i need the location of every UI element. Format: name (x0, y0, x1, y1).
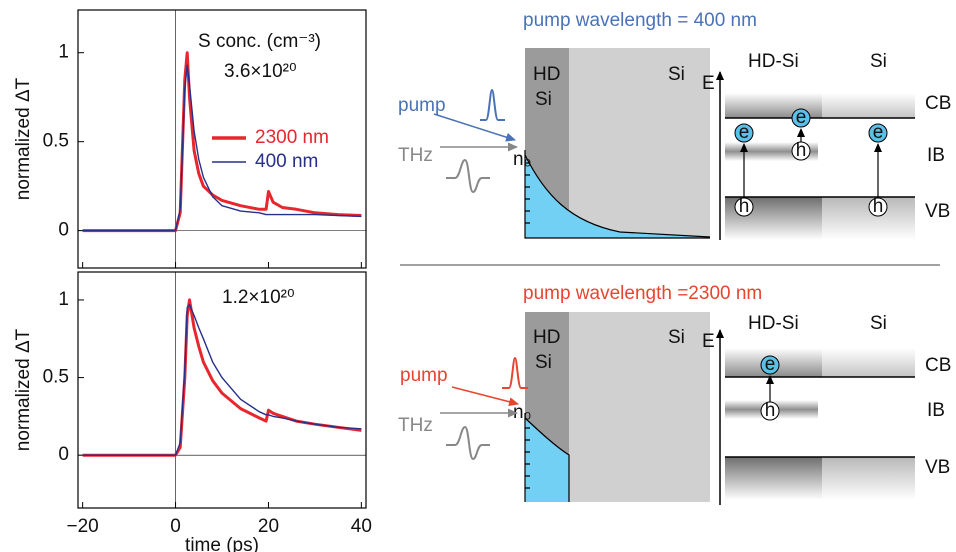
plot-frame (77, 271, 367, 509)
bulk-region (569, 48, 710, 238)
diagram: pump wavelength = 400 nm HD Si Si n₀ pum… (398, 10, 951, 240)
hole: h (791, 140, 811, 161)
carrier-curve (524, 154, 711, 238)
valence-band (822, 457, 915, 500)
hole: h (734, 196, 754, 217)
bulk-region (569, 312, 710, 502)
electron: e (734, 122, 754, 143)
diagram: pump wavelength =2300 nm HD Si Si n₀ pum… (398, 283, 951, 505)
diagram-title: pump wavelength = 400 nm (523, 10, 757, 31)
carrier-curve (524, 417, 570, 502)
region-label: Si (668, 327, 685, 348)
y-axis-label: normalized ΔT (13, 77, 34, 200)
pump-arrow (433, 113, 516, 142)
valence-band (725, 457, 822, 500)
density-label: n₀ (513, 402, 531, 423)
y-tick-label: 1 (58, 289, 69, 310)
pump-pulse (502, 356, 528, 389)
y-tick-label: 1 (58, 42, 69, 63)
region-label: Si (668, 64, 685, 85)
electron-label: e (739, 122, 750, 143)
band-label: IB (927, 400, 945, 421)
legend-label: 2300 nm (255, 127, 329, 148)
region-label: Si (535, 352, 552, 373)
profile-axis (524, 150, 710, 239)
electron: e (791, 107, 811, 128)
thz-pulse (446, 425, 490, 461)
column-label: HD-Si (748, 313, 799, 334)
column-label: Si (870, 51, 887, 72)
x-tick-label: −20 (67, 516, 99, 537)
series-line (82, 64, 362, 232)
y-tick-label: 0.5 (43, 367, 69, 388)
electron-label: e (765, 354, 776, 375)
x-axis-label: time (ps) (185, 535, 259, 552)
hole-label: h (739, 196, 750, 217)
conduction-band (822, 93, 915, 118)
hole-label: h (796, 140, 807, 161)
carrier-profile (525, 418, 569, 502)
region-label: HD (533, 327, 560, 348)
electron-label: e (873, 122, 884, 143)
conduction-band (822, 348, 915, 377)
annotation: 3.6×10²⁰ (224, 61, 297, 82)
plot-frame (77, 9, 367, 269)
hole: h (760, 400, 780, 421)
pump-label: pump (400, 365, 448, 386)
valence-band (822, 197, 915, 240)
hole-label: h (873, 196, 884, 217)
carrier-profile (525, 155, 710, 238)
legend-label: 400 nm (255, 151, 318, 172)
electron-label: e (796, 107, 807, 128)
x-tick-label: 0 (170, 516, 181, 537)
y-axis-label: normalized ΔT (13, 328, 34, 451)
pump-pulse (480, 88, 505, 121)
density-label: n₀ (513, 149, 531, 170)
y-tick-label: 0 (58, 220, 69, 241)
annotation: S conc. (cm⁻³) (198, 31, 321, 52)
x-tick-label: 20 (258, 516, 279, 537)
region-label: HD (533, 64, 560, 85)
energy-label: E (702, 73, 715, 94)
thz-pulse (446, 158, 490, 194)
band-label: VB (925, 457, 950, 478)
y-tick-label: 0.5 (43, 131, 69, 152)
electron: e (868, 122, 888, 143)
x-tick-label: 40 (351, 516, 372, 537)
electron: e (760, 354, 780, 375)
band-label: CB (925, 93, 951, 114)
thz-label: THz (398, 415, 433, 436)
thz-label: THz (398, 145, 433, 166)
series-line (82, 303, 362, 456)
diagram-title: pump wavelength =2300 nm (523, 283, 762, 304)
profile-axis (524, 413, 530, 502)
plot: 0 0.5 1 2300 nm 400 nm S conc. (cm⁻³) 3.6×10²⁰… (13, 9, 367, 269)
y-tick-label: 0 (58, 444, 69, 465)
band-label: CB (925, 355, 951, 376)
pump-label: pump (398, 95, 446, 116)
band-label: VB (925, 201, 950, 222)
hole: h (868, 196, 888, 217)
band-label: IB (927, 145, 945, 166)
column-label: HD-Si (748, 51, 799, 72)
plot: 0 0.5 1 −20 0 20 40 1.2×10²⁰ normalized ΔT time (… (13, 271, 372, 552)
region-label: Si (535, 89, 552, 110)
hole-label: h (765, 400, 776, 421)
energy-label: E (702, 331, 715, 352)
annotation: 1.2×10²⁰ (222, 287, 295, 308)
pump-arrow (451, 386, 519, 407)
column-label: Si (870, 313, 887, 334)
